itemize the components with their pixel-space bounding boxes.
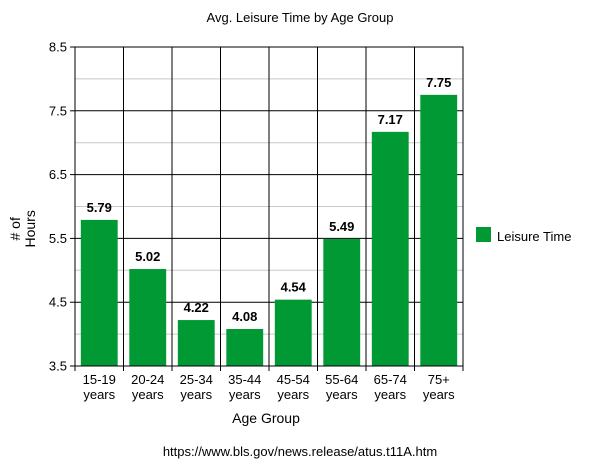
bar-value-label: 5.49 [329,219,354,234]
bar-value-label: 4.08 [232,309,257,324]
bar [323,239,361,366]
y-tick-label: 6.5 [49,167,67,182]
y-tick-label: 4.5 [49,295,67,310]
bar-value-label: 5.79 [87,200,112,215]
bar-value-label: 7.75 [426,75,451,90]
legend: Leisure Time [476,227,571,244]
bar-value-label: 4.22 [184,300,209,315]
bar [80,219,118,366]
bar [371,131,409,366]
y-tick-label: 7.5 [49,103,67,118]
bar [177,320,215,366]
chart-title: Avg. Leisure Time by Age Group [207,10,394,25]
y-tick-label: 3.5 [49,359,67,374]
y-axis-ticks: 3.5 4.5 5.5 6.5 7.5 8.5 [49,40,75,374]
bar-value-labels: 5.79 5.02 4.22 4.08 4.54 5.49 7.17 7.75 [87,75,452,324]
x-tick-label: 20-24 years [131,372,164,402]
x-axis-ticks: 15-19 years 20-24 years 25-34 years 35-44 years… [74,366,464,402]
legend-swatch [476,227,491,242]
bar-value-label: 4.54 [281,280,307,295]
x-tick-label: 65-74 years [374,372,407,402]
x-axis-title: Age Group [232,410,300,426]
bar-value-label: 7.17 [378,112,403,127]
y-tick-label: 5.5 [49,231,67,246]
bar-series [80,94,458,366]
x-tick-label: 75+ years [423,372,455,402]
x-tick-label: 45-54 years [277,372,310,402]
bar [274,299,312,366]
bar [420,94,458,366]
bar [226,328,264,366]
y-tick-label: 8.5 [49,40,67,55]
legend-label: Leisure Time [497,229,571,244]
x-tick-label: 15-19 years [83,372,116,402]
y-axis-title: # ofHours [7,210,38,247]
x-tick-label: 25-34 years [180,372,213,402]
x-tick-label: 35-44 years [228,372,261,402]
source-url: https://www.bls.gov/news.release/atus.t1… [163,444,437,459]
x-tick-label: 55-64 years [325,372,358,402]
bar-value-label: 5.02 [135,249,160,264]
vertical-gridlines [123,47,415,366]
bar [129,269,167,366]
